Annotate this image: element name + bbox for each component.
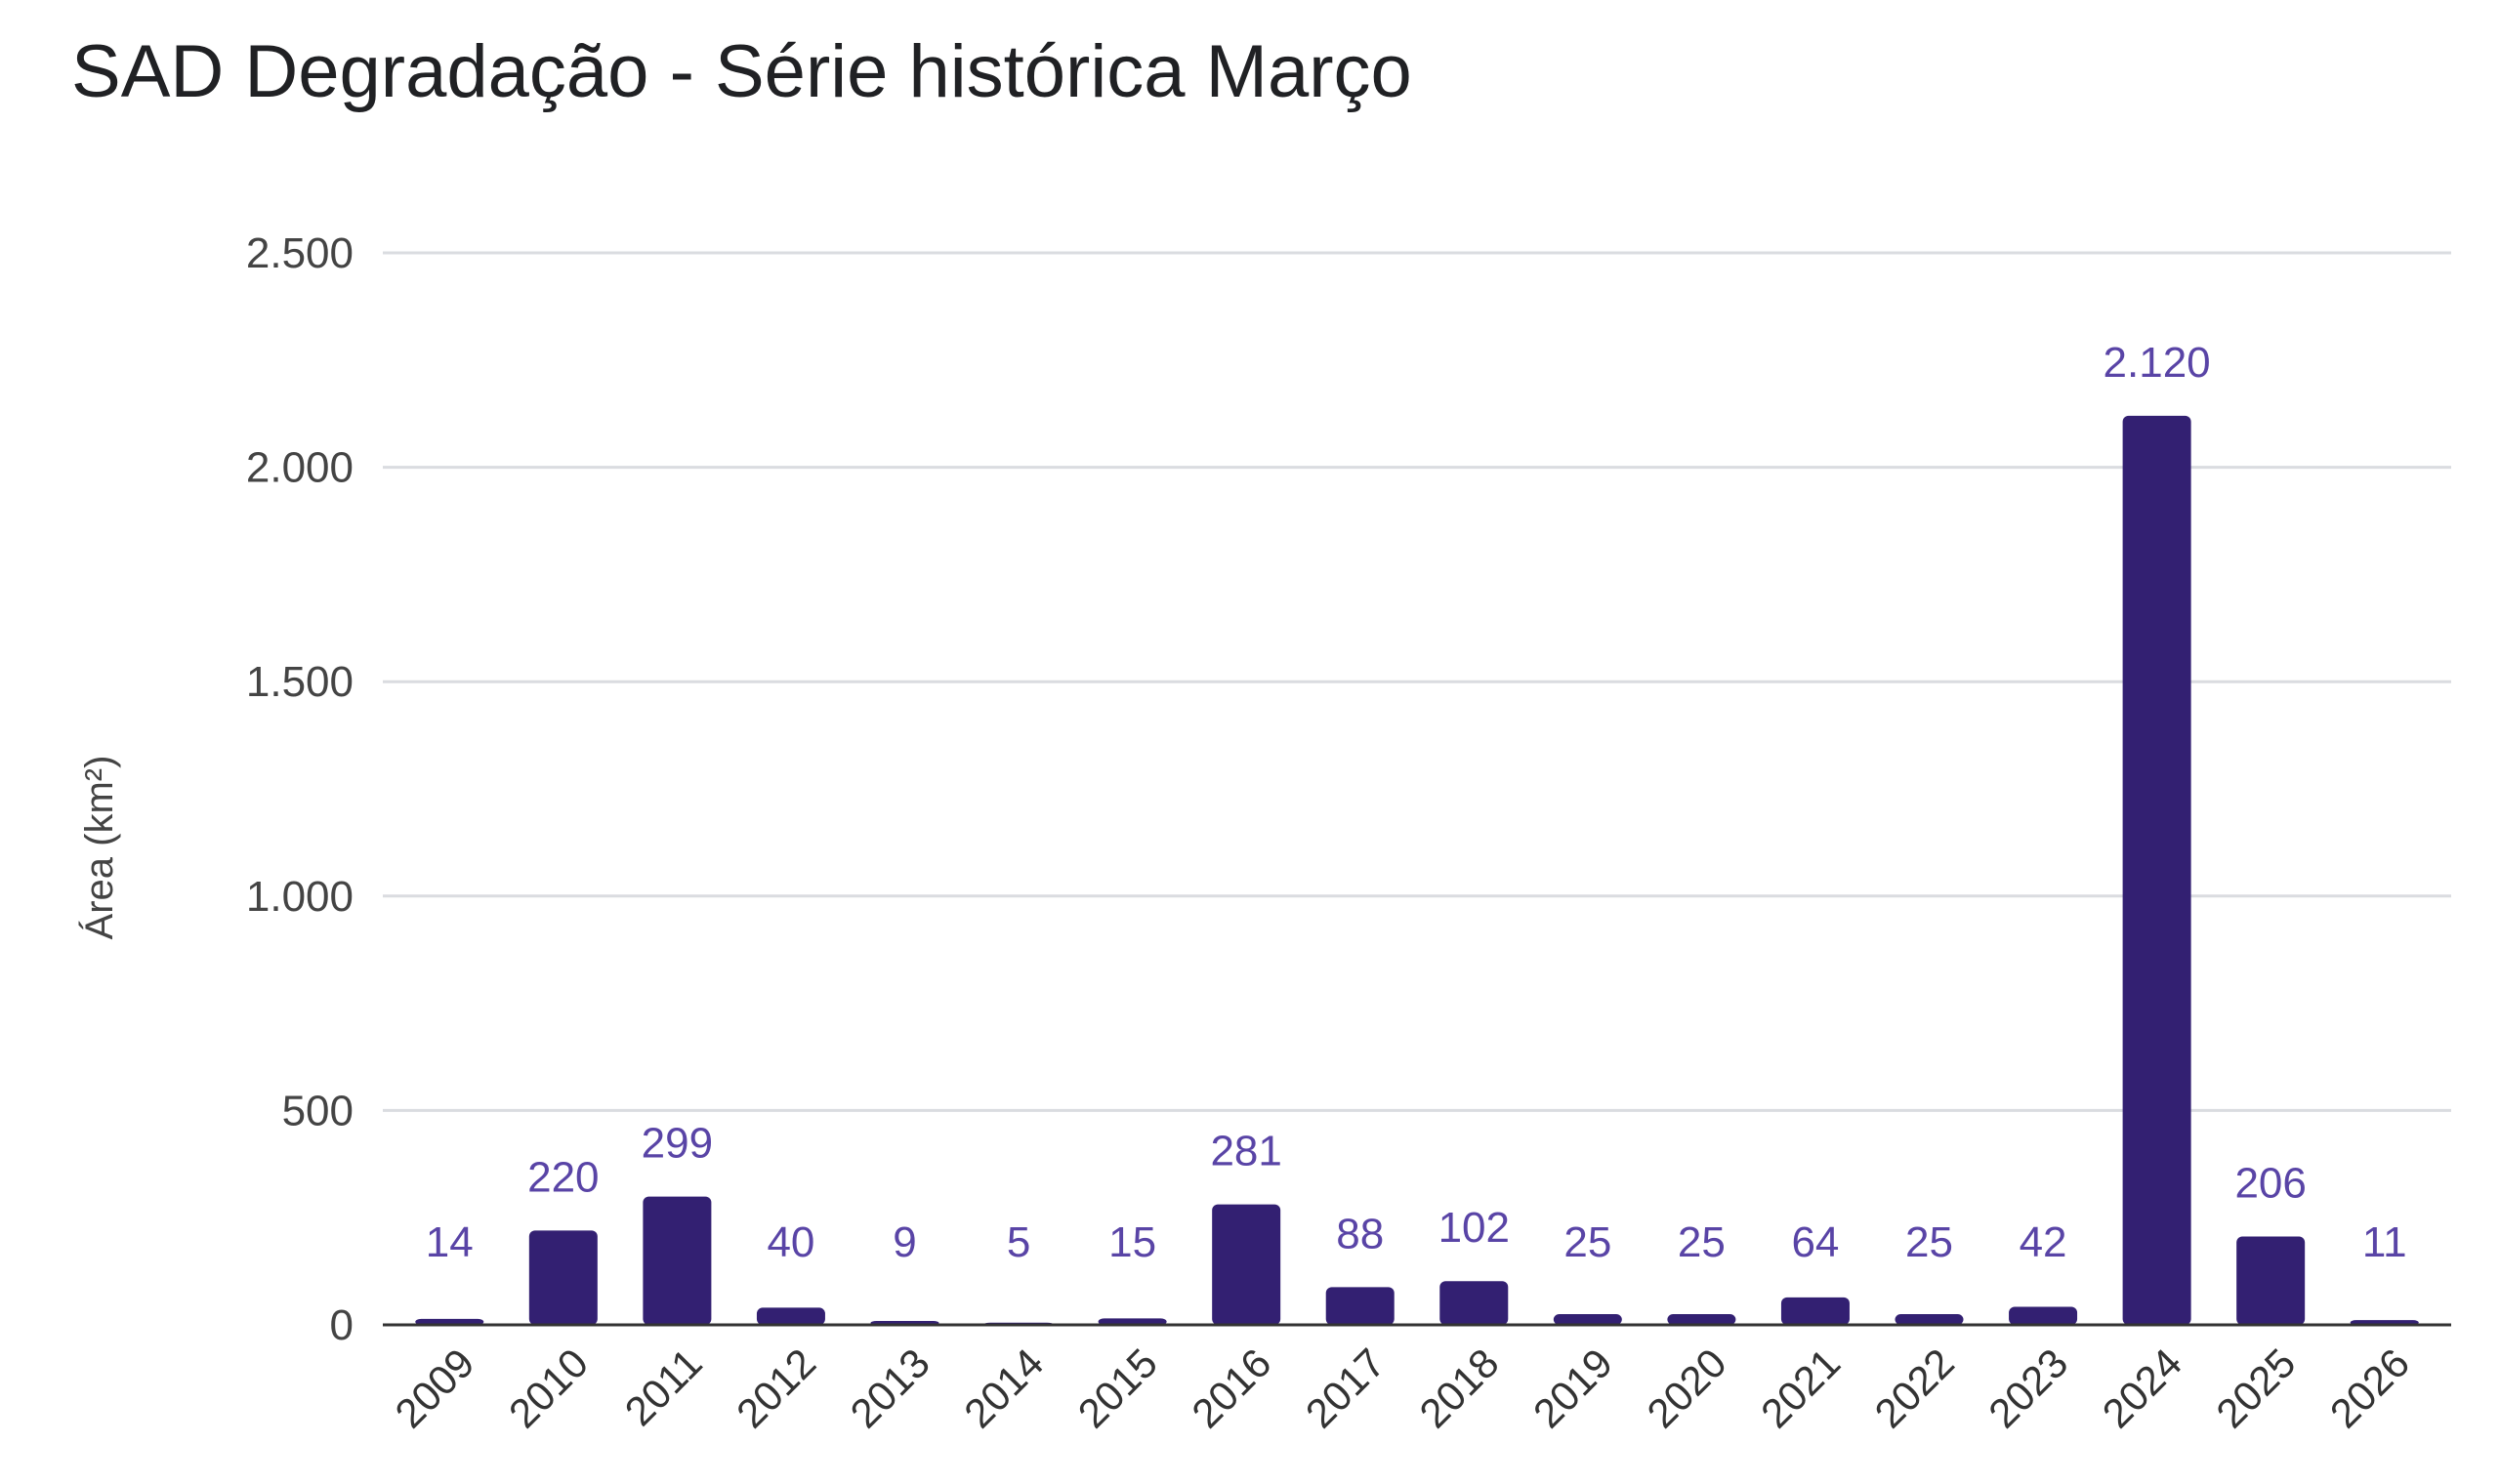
bar-2024 <box>2122 415 2191 1325</box>
x-tick-label: 2023 <box>1979 1340 2076 1436</box>
bar-2019 <box>1553 1314 1622 1325</box>
x-tick-label: 2022 <box>1866 1340 1963 1436</box>
y-tick-label: 1.000 <box>246 873 354 921</box>
x-tick-label: 2019 <box>1524 1340 1621 1436</box>
data-label: 88 <box>1336 1210 1384 1257</box>
x-tick-label: 2015 <box>1069 1340 1166 1436</box>
x-tick-label: 2025 <box>2207 1340 2304 1436</box>
bars <box>415 415 2419 1325</box>
x-tick-label: 2012 <box>728 1340 824 1436</box>
data-label: 42 <box>2020 1218 2067 1266</box>
data-label: 14 <box>426 1218 474 1266</box>
data-label: 25 <box>1678 1218 1726 1266</box>
data-label: 281 <box>1210 1128 1281 1175</box>
x-tick-label: 2021 <box>1752 1340 1849 1436</box>
bar-2010 <box>528 1230 598 1325</box>
data-label: 15 <box>1108 1218 1156 1266</box>
bar-2016 <box>1212 1204 1281 1325</box>
data-label: 11 <box>2362 1218 2407 1266</box>
x-tick-label: 2018 <box>1410 1340 1507 1436</box>
data-label: 2.120 <box>2104 339 2211 387</box>
bar-2025 <box>2236 1236 2306 1325</box>
data-label: 5 <box>1007 1218 1030 1266</box>
data-label: 220 <box>527 1153 599 1201</box>
data-label: 102 <box>1438 1204 1510 1252</box>
x-tick-label: 2026 <box>2321 1340 2418 1436</box>
x-tick-label: 2013 <box>842 1340 938 1436</box>
x-axis-ticks: 2009 2010 2011 2012 2013 2014 2015 2016 2017 2018… <box>386 1340 2418 1436</box>
y-tick-label: 1.500 <box>246 658 354 706</box>
x-tick-label: 2011 <box>616 1340 711 1434</box>
y-tick-label: 2.500 <box>246 229 354 277</box>
x-tick-label: 2010 <box>500 1340 597 1436</box>
chart-title: SAD Degradação - Série histórica Março <box>71 30 1412 113</box>
gridlines <box>383 251 2451 1112</box>
bar-2023 <box>2009 1306 2078 1325</box>
y-tick-label: 2.000 <box>246 444 354 492</box>
x-tick-label: 2009 <box>386 1340 482 1436</box>
data-label: 206 <box>2234 1160 2306 1208</box>
bar-2017 <box>1325 1287 1395 1325</box>
y-tick-label: 500 <box>282 1087 354 1134</box>
bar-2012 <box>756 1307 825 1325</box>
bar-2011 <box>643 1196 712 1325</box>
data-label: 299 <box>642 1120 713 1168</box>
data-label: 40 <box>767 1218 814 1266</box>
bar-2022 <box>1895 1314 1964 1325</box>
bar-2018 <box>1439 1281 1509 1325</box>
data-label: 25 <box>1563 1218 1611 1266</box>
y-axis-ticks: 0 500 1.000 1.500 2.000 2.500 <box>246 229 354 1349</box>
y-axis-label: Área (km²) <box>77 756 121 940</box>
bar-2020 <box>1667 1314 1736 1325</box>
data-label: 9 <box>893 1218 916 1266</box>
bar-2021 <box>1780 1297 1850 1325</box>
x-tick-label: 2017 <box>1297 1340 1394 1436</box>
x-tick-label: 2024 <box>2094 1340 2190 1436</box>
x-tick-label: 2014 <box>955 1340 1052 1436</box>
data-label: 64 <box>1791 1218 1839 1266</box>
bar-2009 <box>415 1318 484 1325</box>
x-tick-label: 2016 <box>1183 1340 1279 1436</box>
bar-2015 <box>1098 1318 1167 1325</box>
y-tick-label: 0 <box>330 1301 354 1349</box>
data-label: 25 <box>1905 1218 1953 1266</box>
data-labels: 14 220 299 40 9 5 15 281 88 102 25 25 64 25 42 2.120 206… <box>426 339 2407 1266</box>
x-tick-label: 2020 <box>1638 1340 1734 1436</box>
